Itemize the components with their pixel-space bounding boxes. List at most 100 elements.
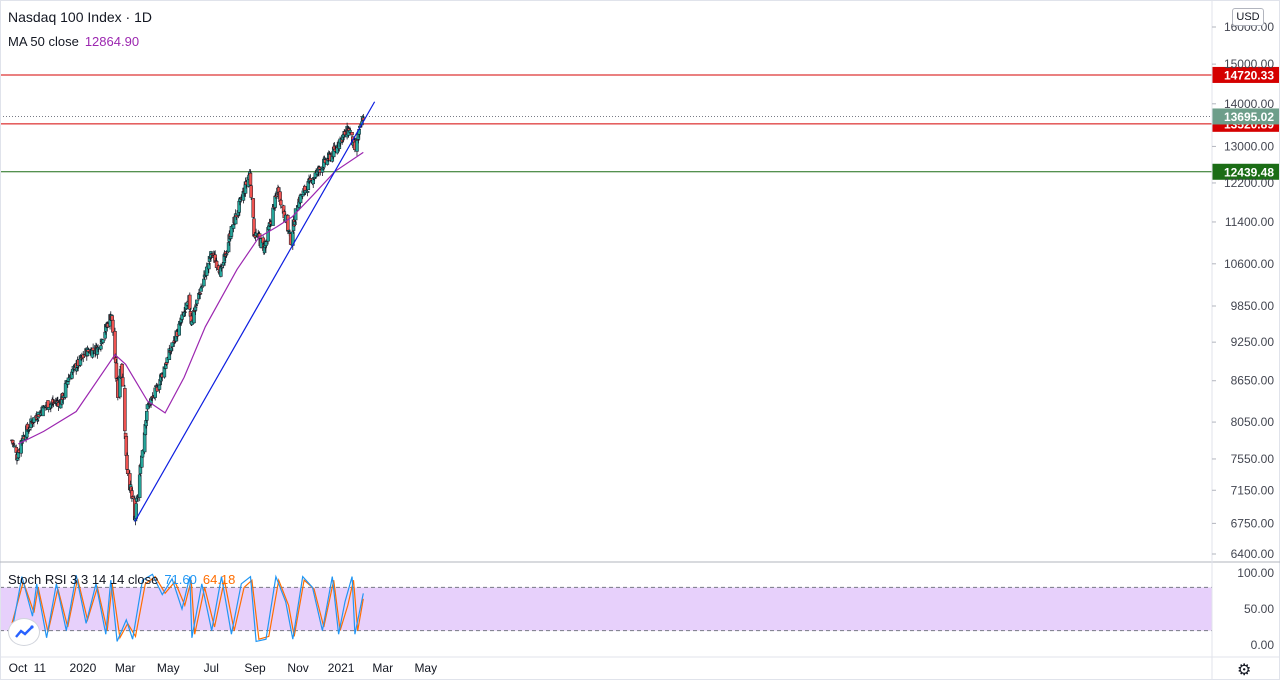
- candle-body: [169, 347, 174, 352]
- price-tick-label: 7550.00: [1231, 452, 1275, 466]
- candle-body: [170, 342, 174, 348]
- stoch-k-value: 71.60: [164, 572, 197, 587]
- candle-body: [137, 474, 142, 498]
- candle-body: [121, 377, 125, 387]
- candle-body: [70, 368, 75, 373]
- level-price-tag: [1212, 66, 1280, 83]
- time-tick-label: Nov: [287, 661, 308, 675]
- settings-gear-icon[interactable]: ⚙: [1237, 662, 1252, 679]
- candle-body: [308, 178, 313, 181]
- level-price-label: 12439.48: [1224, 165, 1274, 179]
- candle-body: [279, 199, 283, 206]
- candle-body: [37, 414, 41, 418]
- candle-body: [130, 496, 135, 499]
- candle-body: [199, 287, 203, 292]
- candle-body: [165, 357, 169, 363]
- candle-body: [140, 450, 145, 458]
- candle-body: [313, 172, 318, 178]
- currency-button[interactable]: USD: [1232, 8, 1264, 26]
- price-tick-label: 11400.00: [1225, 215, 1274, 229]
- candle-body: [202, 278, 206, 287]
- time-tick-label: Sep: [244, 661, 266, 675]
- candle-body: [233, 213, 238, 225]
- price-tick-label: 14000.00: [1224, 97, 1274, 111]
- candle-body: [325, 158, 330, 165]
- stoch-tick-label: 100.00: [1237, 566, 1274, 580]
- stoch-label: Stoch RSI 3 3 14 14 close: [8, 572, 159, 587]
- candle-body: [214, 260, 219, 268]
- symbol-title: Nasdaq 100 Index · 1D: [8, 9, 152, 25]
- candle-body: [157, 384, 162, 390]
- time-tick-label: Oct: [9, 661, 28, 675]
- candle-body: [317, 167, 322, 170]
- symbol-legend: Nasdaq 100 Index · 1D: [8, 9, 152, 25]
- time-tick-label: May: [414, 661, 437, 675]
- candle-body: [183, 311, 187, 313]
- price-tick-label: 8650.00: [1231, 374, 1275, 388]
- candle-body: [348, 129, 352, 133]
- time-tick-label: 2021: [328, 661, 355, 675]
- candle-body: [153, 387, 157, 398]
- time-tick-label: Jul: [204, 661, 219, 675]
- candle-body: [261, 237, 265, 244]
- candle-body: [219, 266, 224, 269]
- level-price-label: 14720.33: [1224, 68, 1274, 82]
- ma50-line: [18, 151, 364, 445]
- candle-body: [51, 402, 56, 404]
- price-tick-label: 8050.00: [1231, 415, 1275, 429]
- candle-body: [264, 241, 268, 246]
- stoch-band: [0, 587, 1212, 631]
- candle-body: [274, 195, 278, 197]
- candle-body: [145, 410, 149, 421]
- candle-body: [125, 469, 130, 474]
- candle-body: [298, 194, 303, 204]
- candle-body: [229, 226, 234, 237]
- candle-body: [180, 314, 184, 320]
- candle-body: [103, 331, 107, 339]
- time-tick-label: 11: [34, 661, 47, 675]
- candle-body: [194, 304, 198, 306]
- candle-body: [185, 302, 189, 306]
- candle-body: [204, 266, 209, 276]
- candle-body: [46, 407, 51, 410]
- candle-body: [111, 319, 115, 333]
- candle-body: [248, 172, 253, 186]
- trendline: [134, 101, 376, 522]
- candle-body: [224, 253, 229, 255]
- ma-legend: MA 50 close 12864.90: [8, 34, 139, 49]
- candle-body: [118, 375, 122, 398]
- candle-body: [193, 306, 198, 311]
- candle-body: [200, 286, 204, 289]
- candle-body: [188, 294, 192, 310]
- candle-body: [10, 440, 15, 444]
- price-tick-label: 6400.00: [1231, 547, 1275, 561]
- candle-body: [195, 299, 199, 305]
- candle-body: [150, 396, 155, 398]
- candle-body: [286, 215, 290, 232]
- candle-body: [226, 242, 231, 253]
- candle-body: [207, 262, 211, 270]
- candle-body: [65, 381, 70, 385]
- candle-body: [311, 179, 315, 185]
- price-tick-label: 7150.00: [1231, 483, 1275, 497]
- candle-body: [120, 363, 124, 378]
- candle-body: [234, 214, 239, 218]
- candle-body: [101, 339, 105, 343]
- time-tick-label: Mar: [115, 661, 136, 675]
- candle-body: [219, 266, 223, 277]
- candle-body: [125, 455, 129, 470]
- ma-label: MA 50 close: [8, 34, 79, 49]
- ma-value: 12864.90: [84, 34, 140, 49]
- candle-body: [32, 417, 36, 423]
- tradingview-logo-icon[interactable]: [8, 618, 40, 646]
- candle-body: [321, 167, 325, 170]
- candle-body: [135, 498, 139, 502]
- stoch-d-value: 64.18: [202, 572, 236, 587]
- stoch-rsi-pane[interactable]: [0, 573, 1212, 643]
- price-tick-label: 15000.00: [1224, 57, 1274, 71]
- price-tick-label: 9250.00: [1231, 335, 1275, 349]
- candle-body: [142, 432, 147, 453]
- candle-body: [249, 185, 253, 198]
